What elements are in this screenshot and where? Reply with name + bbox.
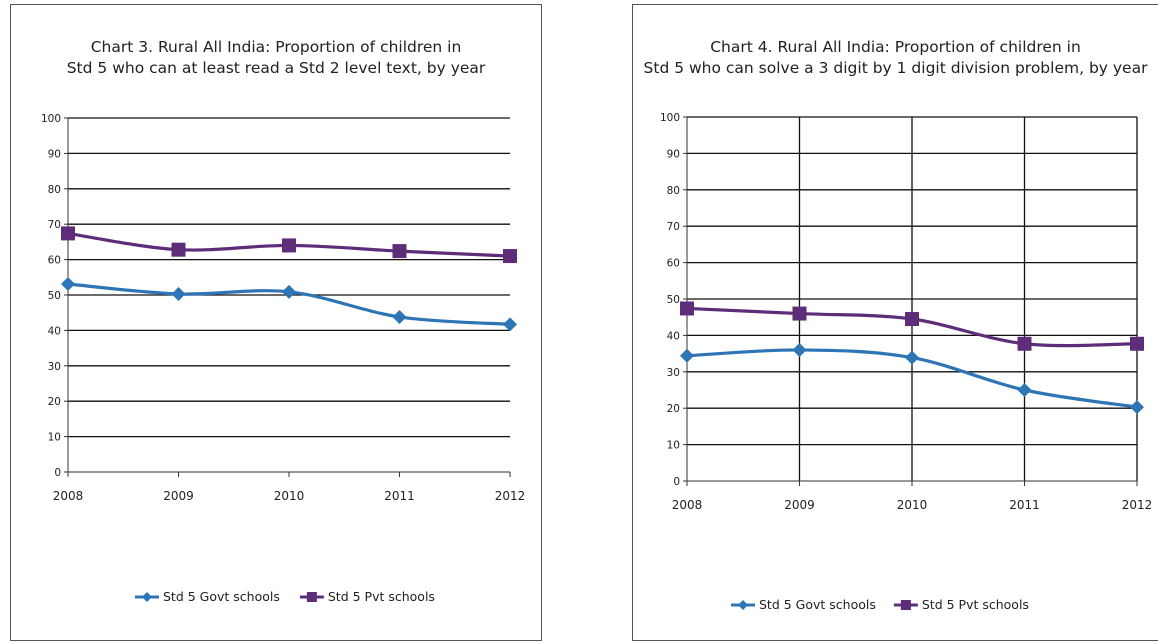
series-govt: [680, 342, 1144, 415]
square-marker: [680, 301, 694, 316]
diamond-marker: [1017, 383, 1032, 397]
square-marker: [171, 242, 186, 257]
y-tick-label: 70: [667, 221, 680, 233]
legend-item: Std 5 Govt schools: [731, 597, 876, 612]
chart-4-panel: Chart 4. Rural All India: Proportion of …: [632, 4, 1158, 641]
chart-title: Chart 3. Rural All India: Proportion of …: [11, 37, 541, 79]
square-marker: [503, 249, 517, 264]
square-marker: [1130, 336, 1144, 351]
legend-label: Std 5 Govt schools: [163, 589, 280, 604]
chart-3-panel: Chart 3. Rural All India: Proportion of …: [10, 4, 542, 641]
series-govt: [61, 277, 517, 332]
square-marker: [282, 238, 296, 253]
y-tick-label: 30: [667, 367, 680, 379]
chart-3-plot: 0 10 20 30 40 50 60 70 80 90 100 2008 2009 2010 2011 20…: [41, 113, 526, 604]
legend-item: Std 5 Govt schools: [135, 589, 280, 604]
y-tick-label: 80: [667, 185, 680, 197]
diamond-marker: [392, 309, 407, 324]
y-tick-label: 90: [48, 148, 61, 160]
diamond-marker: [738, 600, 748, 610]
series-pvt: [680, 301, 1144, 351]
diamond-marker: [792, 342, 807, 357]
x-tick-label: 2009: [163, 489, 194, 503]
diamond-marker: [171, 286, 186, 301]
y-tick-label: 10: [667, 440, 680, 452]
y-tick-label: 100: [41, 113, 61, 125]
legend-label: Std 5 Govt schools: [759, 597, 876, 612]
y-tick-label: 30: [48, 361, 61, 373]
chart-4-plot: 0 10 20 30 40 50 60 70 80 90 100 2008 2009 2010 2011 20…: [660, 112, 1153, 612]
x-tick-label: 2010: [897, 498, 928, 512]
y-tick-label: 60: [667, 258, 680, 270]
diamond-marker: [905, 350, 919, 365]
diamond-marker: [282, 284, 296, 299]
gridlines: [68, 117, 510, 438]
square-marker: [61, 226, 75, 241]
y-tick-label: 20: [667, 403, 680, 415]
x-tick-label: 2009: [784, 498, 815, 512]
y-tick-label: 70: [48, 219, 61, 231]
diamond-marker: [1130, 400, 1144, 415]
x-tick-label: 2012: [495, 489, 526, 503]
square-marker: [1017, 336, 1032, 351]
x-tick-label: 2012: [1122, 498, 1153, 512]
y-tick-label: 90: [667, 148, 680, 160]
legend-item: Std 5 Pvt schools: [299, 589, 435, 604]
chart-title-line-2: Std 5 who can at least read a Std 2 leve…: [66, 59, 486, 77]
x-tick-label: 2011: [1009, 498, 1040, 512]
y-tick-label: 100: [660, 112, 680, 124]
diamond-marker: [142, 592, 152, 602]
y-tick-label: 50: [48, 290, 61, 302]
chart-title-line-1: Chart 3. Rural All India: Proportion of …: [90, 38, 462, 56]
square-marker: [792, 306, 807, 321]
y-tick-label: 0: [673, 476, 680, 488]
x-tick-label: 2011: [384, 489, 415, 503]
x-tick-label: 2008: [672, 498, 703, 512]
square-marker: [392, 244, 407, 259]
legend: Std 5 Govt schools Std 5 Pvt schools: [135, 589, 435, 604]
legend-item: Std 5 Pvt schools: [893, 597, 1029, 612]
square-marker: [900, 600, 911, 610]
chart-title-line-1: Chart 4. Rural All India: Proportion of …: [710, 38, 1081, 56]
x-tick-label: 2010: [274, 489, 305, 503]
y-tick-label: 40: [667, 330, 680, 342]
series-pvt: [61, 226, 517, 264]
diamond-marker: [61, 277, 75, 292]
chart-title-line-2: Std 5 who can solve a 3 digit by 1 digit…: [643, 59, 1148, 77]
x-tick-label: 2008: [53, 489, 84, 503]
chart-title: Chart 4. Rural All India: Proportion of …: [633, 37, 1158, 79]
y-tick-label: 20: [48, 396, 61, 408]
square-marker: [905, 312, 919, 327]
legend-label: Std 5 Pvt schools: [922, 597, 1029, 612]
y-tick-label: 50: [667, 294, 680, 306]
gridlines: [687, 116, 1138, 481]
legend: Std 5 Govt schools Std 5 Pvt schools: [731, 597, 1029, 612]
y-tick-label: 40: [48, 325, 61, 337]
legend-label: Std 5 Pvt schools: [328, 589, 435, 604]
y-tick-label: 80: [48, 184, 61, 196]
diamond-marker: [503, 317, 517, 332]
y-tick-label: 0: [54, 467, 61, 479]
square-marker: [306, 592, 317, 602]
y-tick-label: 60: [48, 255, 61, 267]
diamond-marker: [680, 348, 694, 363]
y-tick-label: 10: [48, 432, 61, 444]
